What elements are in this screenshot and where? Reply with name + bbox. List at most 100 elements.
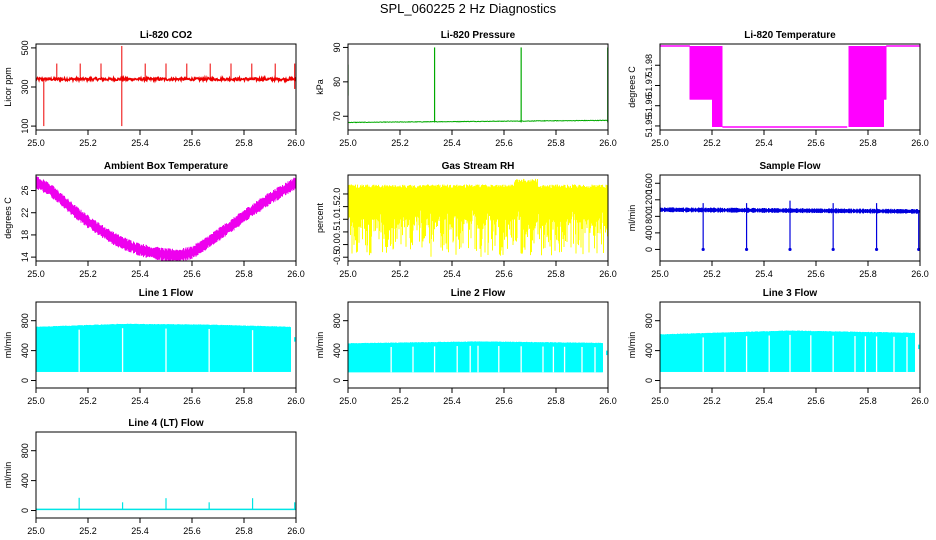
panel-title: Sample Flow	[759, 161, 820, 172]
y-axis-label: kPa	[315, 79, 325, 95]
plot-frame	[35, 301, 297, 389]
y-tick-label: 51.98	[644, 54, 654, 77]
x-tick-label: 26.0	[599, 138, 617, 148]
x-tick-label: 25.2	[391, 269, 409, 279]
x-tick-label: 25.4	[131, 269, 149, 279]
sample-dip-point	[788, 247, 792, 252]
panel-4: Ambient Box Temperature 25.0 25.2 25.4 25.6 2…	[3, 161, 305, 279]
x-tick-label: 25.8	[235, 526, 253, 536]
x-tick-label: 25.6	[183, 396, 201, 406]
panel-2: Li-820 Pressure 25.0 25.2 25.4 25.6 25.8 26.0 7…	[315, 30, 617, 148]
x-tick-label: 26.0	[287, 138, 305, 148]
y-tick-label: 1200	[644, 190, 654, 210]
y-tick-label: 0.0	[332, 238, 342, 251]
x-tick-label: 25.6	[807, 138, 825, 148]
y-tick-label: 14	[20, 252, 30, 262]
x-tick-label: 25.6	[495, 269, 513, 279]
y-tick-label: 70	[332, 111, 342, 121]
plot-frame	[659, 174, 921, 262]
data-series	[36, 176, 296, 261]
y-tick-label: 51.97	[644, 74, 654, 97]
x-tick-label: 25.6	[807, 269, 825, 279]
y-tick-label: 26	[20, 186, 30, 196]
sample-dip-point	[874, 247, 879, 252]
y-tick-label: 51.95	[644, 115, 654, 138]
x-tick-label: 25.4	[131, 138, 149, 148]
x-tick-label: 25.8	[235, 396, 253, 406]
y-tick-label: 1.5	[332, 200, 342, 213]
x-tick-label: 26.0	[287, 269, 305, 279]
data-series	[348, 178, 608, 257]
panel-title: Line 4 (LT) Flow	[128, 418, 204, 429]
panel-title: Gas Stream RH	[442, 161, 515, 172]
y-axis-label: degrees C	[627, 66, 637, 108]
figure-title: SPL_060225 2 Hz Diagnostics	[379, 1, 557, 16]
x-tick-label: 25.4	[443, 269, 461, 279]
y-tick-label: 300	[20, 79, 30, 94]
y-tick-label: 800	[644, 209, 654, 224]
x-tick-label: 25.0	[27, 269, 45, 279]
plot-frame	[347, 301, 609, 389]
x-tick-label: 25.4	[755, 396, 773, 406]
panel-title: Ambient Box Temperature	[104, 161, 229, 172]
y-tick-label: 18	[20, 230, 30, 240]
y-tick-label: 1600	[644, 173, 654, 193]
y-tick-label: 400	[644, 225, 654, 240]
sample-dip-point	[701, 247, 705, 252]
x-tick-label: 25.2	[79, 138, 97, 148]
x-tick-label: 25.2	[703, 269, 721, 279]
y-tick-label: 0	[644, 378, 654, 383]
x-tick-label: 25.0	[27, 526, 45, 536]
y-tick-label: 2.0	[332, 188, 342, 201]
y-axis-label: ml/min	[315, 332, 325, 359]
x-tick-label: 26.0	[599, 269, 617, 279]
x-tick-label: 25.0	[651, 396, 669, 406]
y-axis-label: ml/min	[3, 332, 13, 359]
x-tick-label: 25.2	[391, 138, 409, 148]
x-tick-label: 25.4	[755, 138, 773, 148]
plot-frame	[347, 43, 609, 131]
x-tick-label: 25.8	[547, 138, 565, 148]
x-tick-label: 25.2	[703, 396, 721, 406]
x-tick-label: 25.8	[859, 138, 877, 148]
data-series	[36, 497, 296, 511]
y-tick-label: 400	[332, 343, 342, 358]
x-tick-label: 25.4	[443, 396, 461, 406]
data-series	[660, 200, 920, 252]
x-tick-label: 25.0	[27, 396, 45, 406]
x-tick-label: 25.2	[703, 138, 721, 148]
sample-dip-point	[744, 247, 749, 252]
y-axis-label: degrees C	[3, 197, 13, 239]
y-tick-label: -0.5	[332, 249, 342, 265]
x-tick-label: 25.8	[235, 138, 253, 148]
pressure-line	[348, 119, 608, 124]
x-tick-label: 25.6	[183, 526, 201, 536]
y-tick-label: 0	[20, 508, 30, 513]
y-tick-label: 400	[644, 343, 654, 358]
x-tick-label: 25.8	[547, 269, 565, 279]
panel-title: Line 2 Flow	[451, 288, 506, 299]
x-tick-label: 25.2	[79, 269, 97, 279]
x-tick-label: 25.6	[183, 138, 201, 148]
y-tick-label: 500	[20, 40, 30, 55]
y-tick-label: 800	[20, 443, 30, 458]
panel-title: Li-820 Temperature	[744, 30, 836, 41]
y-tick-label: 51.96	[644, 94, 654, 117]
x-tick-label: 25.2	[391, 396, 409, 406]
x-tick-label: 26.0	[911, 269, 929, 279]
y-tick-label: 0	[644, 247, 654, 252]
y-tick-label: 22	[20, 208, 30, 218]
plot-frame	[347, 174, 609, 262]
panel-8: Line 2 Flow 25.0 25.2 25.4 25.6 25.8 26.0 0 400 8…	[315, 288, 617, 406]
y-axis-label: percent	[315, 202, 325, 233]
x-tick-label: 25.2	[79, 526, 97, 536]
y-tick-label: 400	[20, 343, 30, 358]
x-tick-label: 25.4	[131, 396, 149, 406]
data-series	[348, 341, 608, 373]
x-tick-label: 25.0	[27, 138, 45, 148]
sample-dip-point	[831, 247, 835, 252]
x-tick-label: 25.6	[807, 396, 825, 406]
x-tick-label: 26.0	[911, 138, 929, 148]
x-tick-label: 26.0	[599, 396, 617, 406]
